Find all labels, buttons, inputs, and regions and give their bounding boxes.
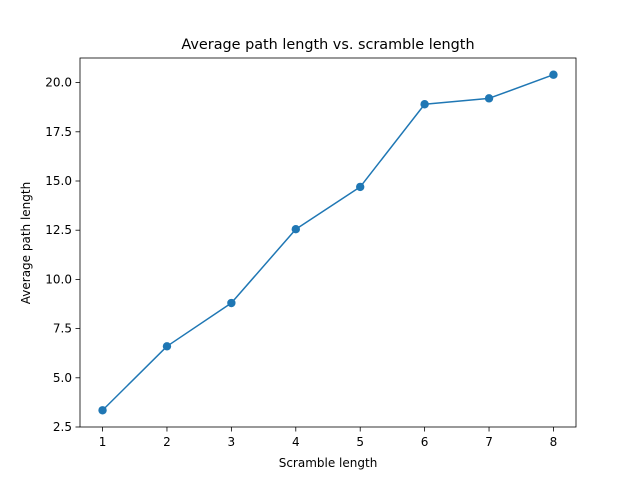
y-tick-label: 12.5: [45, 223, 72, 237]
data-point: [291, 225, 300, 234]
data-point: [98, 406, 107, 415]
y-tick-label: 10.0: [45, 272, 72, 286]
x-tick-label: 5: [356, 435, 364, 449]
y-axis-label: Average path length: [19, 182, 33, 304]
y-tick-label: 2.5: [53, 420, 72, 434]
data-point: [484, 94, 494, 103]
x-tick-label: 7: [485, 435, 493, 449]
x-tick-label: 3: [228, 435, 236, 449]
y-tick-label: 7.5: [53, 322, 72, 336]
data-point: [227, 298, 236, 308]
x-tick-label: 8: [550, 435, 558, 449]
x-axis-ticks: 1 2 3 4 5 6 7 8: [99, 427, 558, 449]
data-point: [162, 342, 172, 351]
y-tick-label: 17.5: [45, 125, 72, 139]
x-tick-label: 2: [163, 435, 171, 449]
y-tick-label: 15.0: [45, 174, 72, 188]
data-point: [549, 70, 558, 79]
y-tick-label: 20.0: [45, 76, 72, 90]
x-tick-label: 1: [99, 435, 107, 449]
data-point: [356, 182, 365, 192]
y-tick-label: 5.0: [53, 371, 72, 385]
x-axis-label: Scramble length: [279, 456, 378, 470]
series-layer: [98, 70, 558, 415]
x-tick-label: 6: [421, 435, 429, 449]
x-tick-label: 4: [292, 435, 300, 449]
y-axis-ticks: 2.5 5.0 7.5 10.0 12.5 15.0 17.5 20.0: [45, 76, 80, 434]
plot-area: [79, 57, 577, 428]
data-point: [420, 100, 429, 109]
chart-title: Average path length vs. scramble length: [181, 37, 474, 53]
axes-frame: [79, 57, 577, 428]
series-line: [102, 74, 554, 411]
